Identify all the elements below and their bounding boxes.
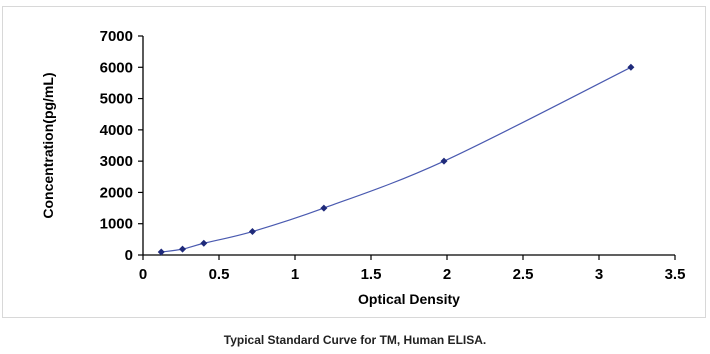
x-tick-label: 1.5 <box>361 266 382 283</box>
x-tick-label: 3.5 <box>665 266 686 283</box>
data-point-marker <box>157 248 165 256</box>
y-tick-label: 6000 <box>100 59 133 76</box>
x-axis-title: Optical Density <box>358 291 460 307</box>
y-tick-label: 7000 <box>100 28 133 45</box>
y-tick-label: 1000 <box>100 216 133 233</box>
y-tick-label: 5000 <box>100 91 133 108</box>
data-point-marker <box>248 228 256 236</box>
x-tick-label: 2 <box>443 266 451 283</box>
x-axis-ticks: 0 0.5 1 1.5 2 2.5 3 3.5 <box>139 255 686 283</box>
data-point-marker <box>320 204 328 212</box>
y-tick-label: 3000 <box>100 153 133 170</box>
y-axis-title: Concentration(pg/mL) <box>40 72 56 218</box>
x-tick-label: 0.5 <box>209 266 230 283</box>
data-point-marker <box>179 245 187 253</box>
y-tick-label: 4000 <box>100 122 133 139</box>
chart-title: Typical Standard Curve for TM, Human ELI… <box>223 333 487 347</box>
trendline <box>161 66 632 253</box>
data-point-marker <box>440 157 448 165</box>
y-axis-ticks: 0 1000 2000 3000 4000 5000 6000 7000 <box>100 28 143 264</box>
plot-frame <box>2 6 706 318</box>
data-point-marker <box>200 239 208 247</box>
y-tick-label: 2000 <box>100 184 133 201</box>
x-tick-label: 3 <box>595 266 603 283</box>
data-points <box>157 63 635 256</box>
x-tick-label: 0 <box>139 266 147 283</box>
y-tick-label: 0 <box>125 247 133 264</box>
x-tick-label: 2.5 <box>513 266 534 283</box>
x-tick-label: 1 <box>291 266 299 283</box>
data-point-marker <box>627 63 635 71</box>
